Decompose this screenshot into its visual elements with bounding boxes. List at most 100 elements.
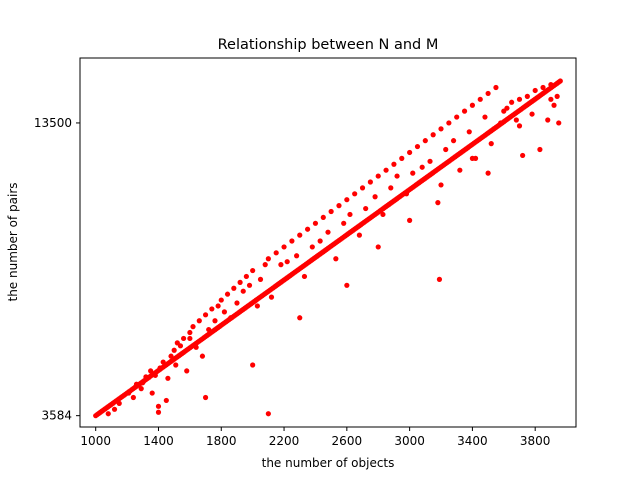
data-point — [199, 353, 206, 359]
data-point — [281, 244, 287, 250]
data-point — [155, 409, 162, 415]
x-tick-label: 3400 — [457, 434, 488, 448]
data-point — [380, 211, 386, 218]
data-point — [551, 102, 557, 108]
data-point — [466, 129, 472, 135]
data-point — [265, 256, 271, 262]
data-point — [209, 306, 215, 312]
data-point — [312, 220, 319, 226]
x-axis: 1000 1400 1800 2200 2600 3000 3400 3800 — [80, 427, 550, 448]
data-point — [375, 173, 381, 179]
data-point — [320, 214, 326, 221]
data-point — [152, 372, 158, 378]
data-point — [268, 294, 275, 300]
data-point — [284, 259, 290, 265]
x-tick-label: 3000 — [394, 434, 425, 448]
data-point — [278, 262, 284, 268]
data-point — [289, 238, 295, 244]
data-point — [171, 347, 177, 353]
data-point — [356, 232, 362, 238]
data-point — [407, 149, 413, 156]
data-point — [403, 191, 410, 197]
y-axis-label: the number of pairs — [6, 182, 20, 301]
data-point — [436, 276, 443, 282]
data-point — [359, 185, 366, 191]
data-point — [294, 253, 300, 259]
x-tick-label: 2600 — [332, 434, 363, 448]
data-point — [485, 90, 491, 97]
data-point — [419, 164, 425, 170]
data-point — [394, 173, 400, 179]
data-points — [93, 78, 563, 419]
data-point — [202, 394, 209, 401]
data-point — [140, 380, 146, 386]
data-point — [477, 96, 483, 102]
data-point — [297, 315, 303, 321]
data-point — [438, 182, 444, 188]
data-point — [529, 111, 535, 117]
y-axis: 3584 13500 — [34, 116, 80, 423]
data-point — [325, 229, 331, 235]
data-point — [383, 167, 389, 173]
data-point — [133, 381, 140, 387]
data-point — [504, 105, 510, 111]
data-point — [193, 344, 199, 350]
data-point — [215, 303, 221, 309]
data-point — [540, 84, 546, 91]
x-axis-label: the number of objects — [262, 456, 395, 470]
data-point — [309, 244, 315, 250]
data-point — [399, 155, 405, 161]
axes-frame — [79, 57, 577, 428]
data-point — [333, 256, 339, 262]
data-point — [557, 78, 563, 84]
data-point — [262, 262, 268, 268]
data-point — [237, 279, 243, 285]
data-point — [537, 146, 543, 153]
data-point — [407, 217, 413, 223]
data-point — [414, 143, 421, 150]
y-tick-label: 13500 — [34, 116, 72, 130]
data-point — [532, 87, 538, 94]
data-point — [228, 315, 234, 321]
data-point — [317, 238, 323, 244]
data-point — [116, 400, 122, 406]
data-point — [160, 359, 166, 365]
data-point — [184, 368, 190, 374]
x-tick-label: 1800 — [206, 434, 237, 448]
data-point — [454, 114, 460, 120]
data-point — [224, 291, 231, 297]
data-point — [257, 276, 264, 282]
data-point — [352, 191, 358, 197]
data-point — [482, 114, 488, 120]
data-point — [246, 282, 253, 288]
data-point — [163, 397, 169, 404]
data-point — [250, 267, 256, 274]
data-point — [367, 179, 373, 185]
data-point — [461, 108, 468, 114]
x-tick-label: 1400 — [143, 434, 174, 448]
data-point — [218, 297, 224, 303]
data-point — [469, 102, 476, 108]
data-point — [450, 138, 457, 144]
data-point — [202, 312, 209, 318]
data-point — [344, 282, 350, 288]
data-point — [173, 362, 179, 368]
data-point — [388, 185, 394, 191]
data-point — [187, 335, 193, 342]
data-point — [148, 368, 154, 374]
data-point — [435, 200, 441, 206]
data-point — [206, 326, 212, 333]
data-point — [520, 152, 526, 159]
data-point — [265, 411, 271, 417]
x-tick-label: 1000 — [80, 434, 111, 448]
data-point — [130, 394, 136, 401]
chart-title: Relationship between N and M — [218, 37, 439, 53]
data-point — [548, 96, 554, 102]
data-point — [105, 411, 111, 417]
data-point — [509, 99, 515, 105]
data-point — [554, 93, 560, 99]
data-point — [430, 132, 436, 138]
data-point — [410, 170, 416, 176]
x-tick-label: 3800 — [520, 434, 551, 448]
data-point — [234, 300, 240, 306]
